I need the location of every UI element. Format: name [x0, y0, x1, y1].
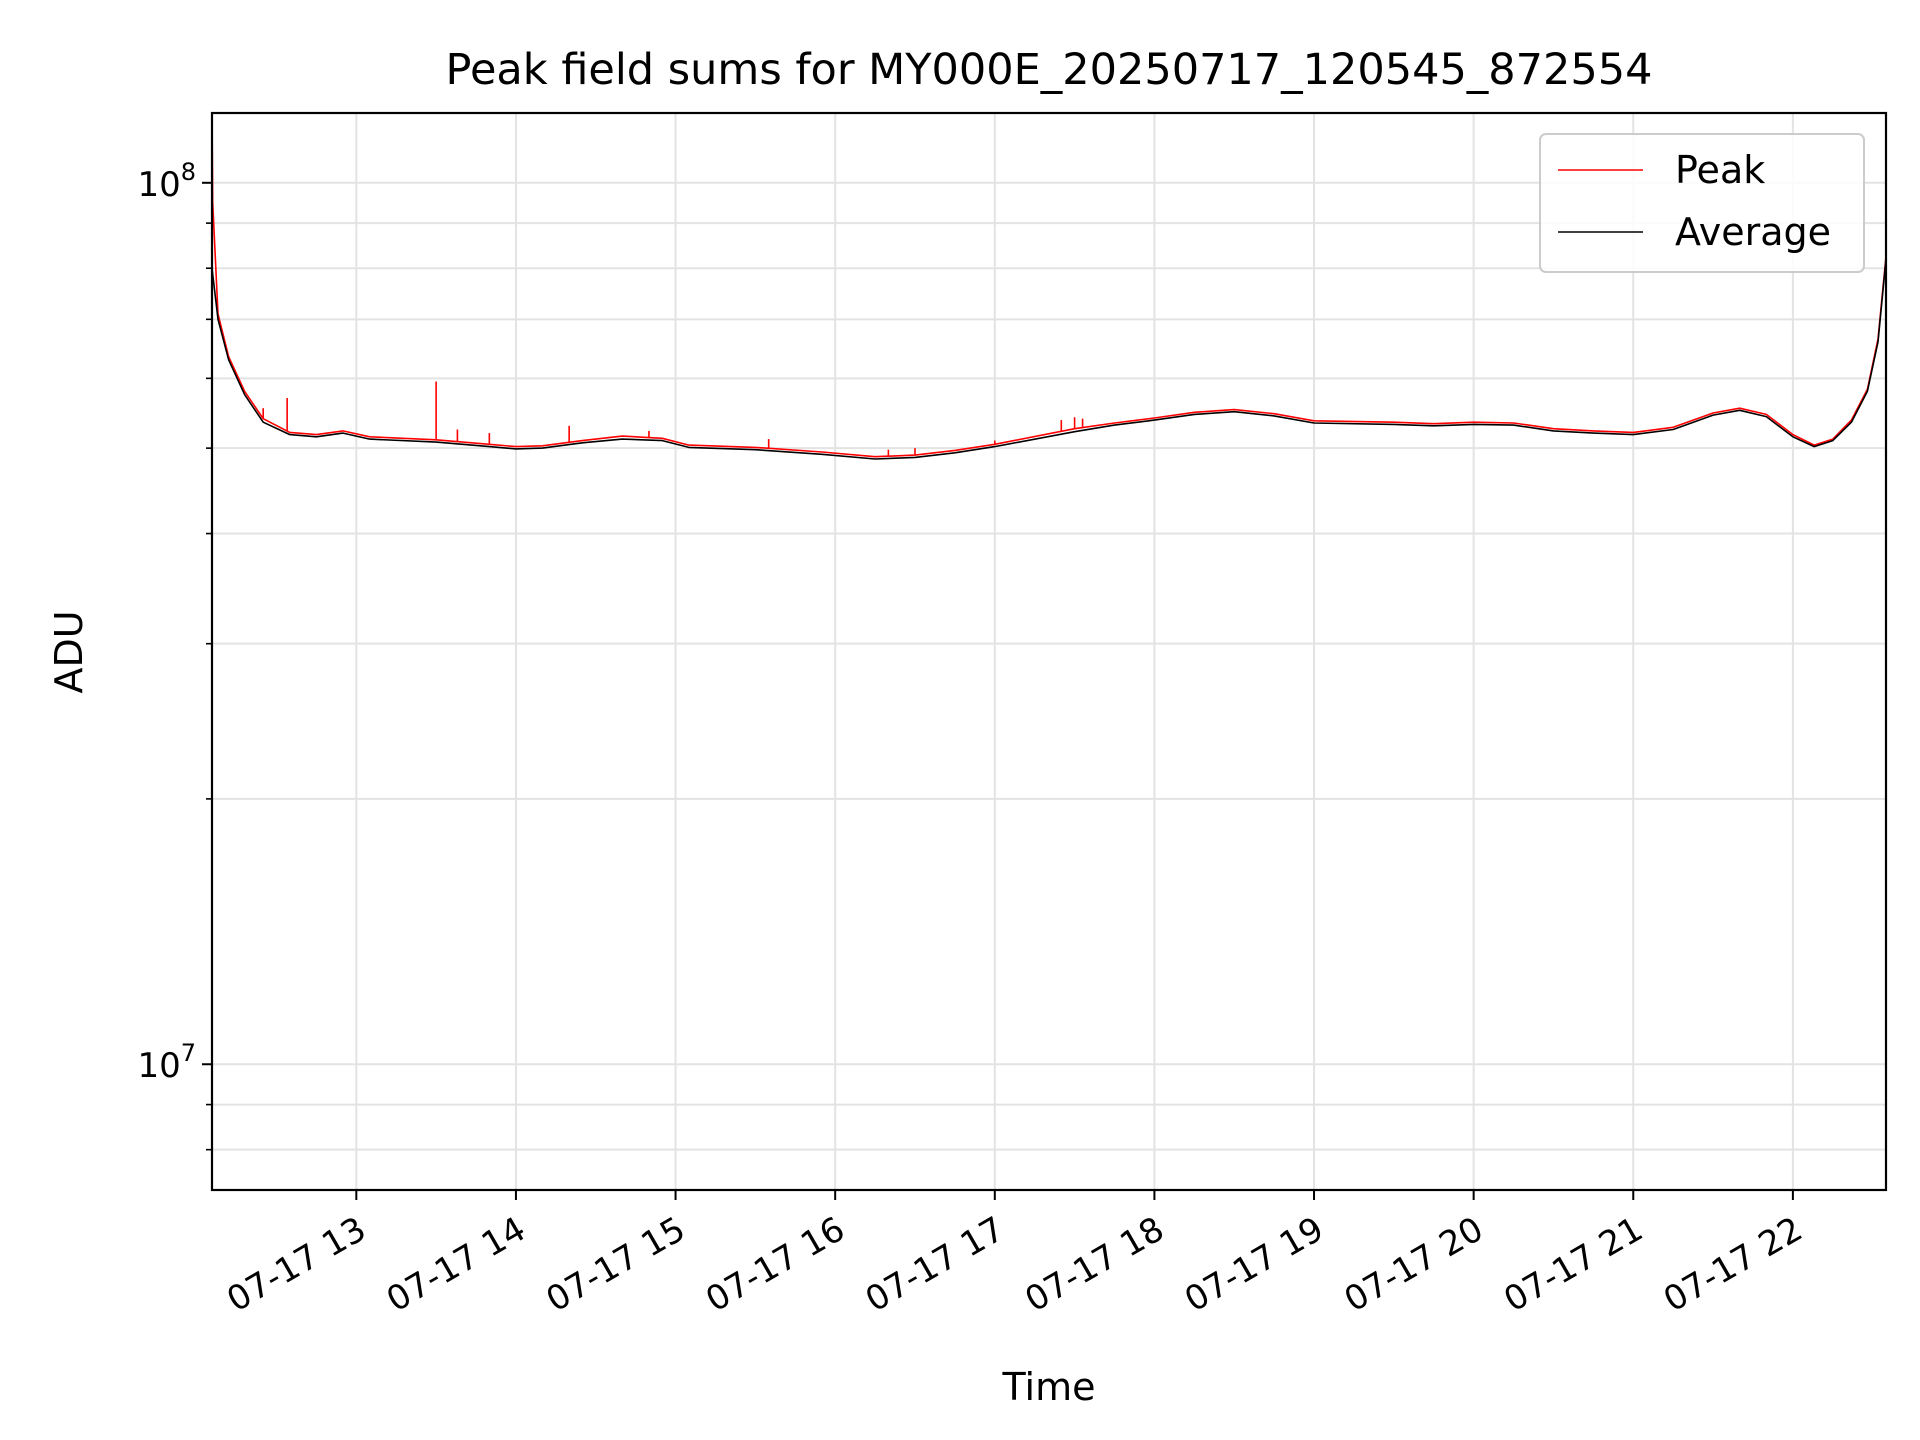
y-tick-label-exponent: 7	[181, 1039, 196, 1067]
y-tick-label-base: 10	[137, 1046, 180, 1086]
legend-label-peak: Peak	[1675, 148, 1765, 192]
axes-frame	[210, 111, 1888, 1192]
legend: Peak Average	[1539, 133, 1865, 273]
chart-title: Peak field sums for MY000E_20250717_1205…	[446, 45, 1653, 95]
legend-box	[1539, 133, 1865, 273]
x-axis-label: Time	[1002, 1365, 1096, 1409]
series-layer	[211, 112, 1887, 460]
y-tick-label-base: 10	[137, 165, 180, 205]
series-line-average	[211, 258, 1887, 460]
y-tick-label-exponent: 8	[181, 158, 196, 186]
legend-label-average: Average	[1675, 210, 1831, 254]
y-axis-label: ADU	[47, 610, 91, 693]
y-tick-label: 108	[137, 158, 196, 205]
y-tick-label: 107	[137, 1039, 196, 1086]
